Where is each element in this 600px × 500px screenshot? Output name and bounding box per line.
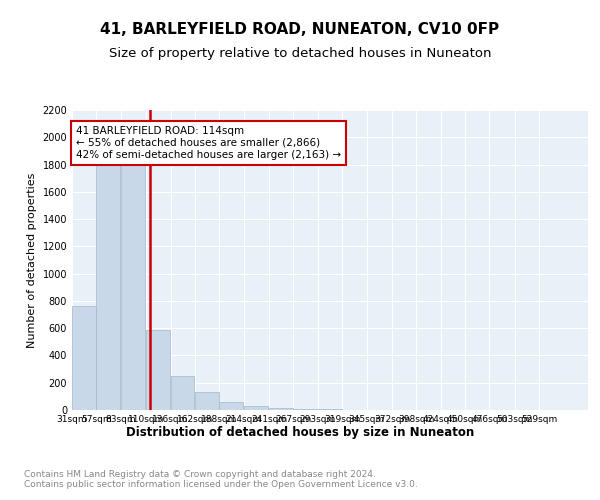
Bar [146, 330, 170, 410]
Bar [121, 160, 145, 410]
Bar [170, 376, 194, 410]
Text: Contains HM Land Registry data © Crown copyright and database right 2024.
Contai: Contains HM Land Registry data © Crown c… [24, 470, 418, 490]
Bar [195, 392, 219, 410]
Text: Size of property relative to detached houses in Nuneaton: Size of property relative to detached ho… [109, 48, 491, 60]
Text: 41 BARLEYFIELD ROAD: 114sqm
← 55% of detached houses are smaller (2,866)
42% of : 41 BARLEYFIELD ROAD: 114sqm ← 55% of det… [76, 126, 341, 160]
Y-axis label: Number of detached properties: Number of detached properties [27, 172, 37, 348]
Bar [97, 156, 120, 410]
Bar [244, 406, 268, 410]
Bar [269, 408, 293, 410]
Bar [219, 402, 243, 410]
Text: Distribution of detached houses by size in Nuneaton: Distribution of detached houses by size … [126, 426, 474, 439]
Bar [293, 409, 317, 410]
Text: 41, BARLEYFIELD ROAD, NUNEATON, CV10 0FP: 41, BARLEYFIELD ROAD, NUNEATON, CV10 0FP [100, 22, 500, 38]
Bar [72, 306, 96, 410]
